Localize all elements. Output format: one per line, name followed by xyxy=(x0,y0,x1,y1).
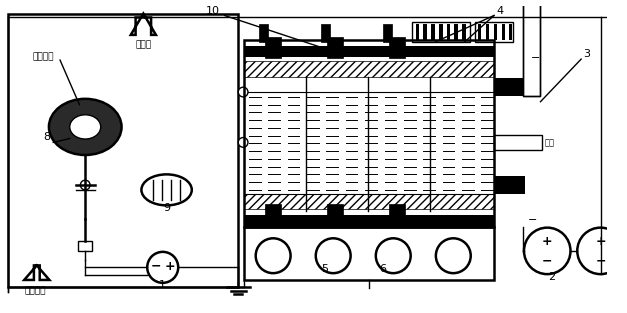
Circle shape xyxy=(80,180,90,190)
Text: +: + xyxy=(340,220,349,229)
Polygon shape xyxy=(24,265,50,280)
Bar xyxy=(265,37,281,58)
Bar xyxy=(478,24,482,40)
Bar xyxy=(494,24,497,40)
Circle shape xyxy=(256,238,290,273)
Polygon shape xyxy=(131,13,156,35)
Circle shape xyxy=(238,138,248,147)
Text: −: − xyxy=(150,260,161,273)
Polygon shape xyxy=(76,118,94,136)
Text: 基体工件: 基体工件 xyxy=(33,52,55,61)
Text: +: + xyxy=(542,235,552,248)
Text: 7: 7 xyxy=(626,243,627,253)
Bar xyxy=(416,24,419,40)
Bar xyxy=(244,46,494,57)
Text: +: + xyxy=(403,220,411,229)
Bar xyxy=(382,24,393,42)
Bar xyxy=(486,24,489,40)
Bar xyxy=(412,22,470,42)
Bar xyxy=(244,61,494,77)
Bar xyxy=(475,22,514,42)
Text: 6: 6 xyxy=(380,264,387,274)
Text: −: − xyxy=(542,254,552,267)
Bar xyxy=(327,37,343,58)
Bar xyxy=(446,24,450,40)
Text: 10: 10 xyxy=(206,6,220,16)
Ellipse shape xyxy=(70,115,101,139)
Circle shape xyxy=(436,238,471,273)
Text: 5: 5 xyxy=(322,264,329,274)
Bar xyxy=(265,204,281,226)
Text: −: − xyxy=(372,220,380,229)
Text: −: − xyxy=(595,254,606,267)
Bar xyxy=(431,24,435,40)
Bar xyxy=(244,194,494,209)
Bar xyxy=(523,0,540,96)
Text: 8: 8 xyxy=(43,131,50,141)
Bar xyxy=(258,24,268,42)
Text: −: − xyxy=(310,220,318,229)
Text: +: + xyxy=(279,220,287,229)
Bar xyxy=(494,79,525,96)
Circle shape xyxy=(577,228,624,274)
Circle shape xyxy=(147,252,178,283)
Text: 9: 9 xyxy=(163,203,170,213)
Text: −: − xyxy=(531,53,540,63)
Circle shape xyxy=(376,238,411,273)
Bar xyxy=(244,227,494,280)
Bar xyxy=(244,40,494,227)
Bar xyxy=(8,13,238,287)
Bar xyxy=(320,24,330,42)
Text: 水冷: 水冷 xyxy=(544,138,554,147)
Text: 抽真空: 抽真空 xyxy=(135,41,151,50)
Circle shape xyxy=(238,87,248,97)
Text: −: − xyxy=(248,220,256,229)
Circle shape xyxy=(524,228,571,274)
Bar xyxy=(389,204,405,226)
Bar xyxy=(423,24,427,40)
Bar xyxy=(523,0,540,96)
Text: 1: 1 xyxy=(159,280,166,290)
Text: −: − xyxy=(528,215,537,225)
Ellipse shape xyxy=(142,174,192,205)
Bar xyxy=(494,135,542,150)
Bar xyxy=(462,24,466,40)
Bar xyxy=(510,24,512,40)
Bar xyxy=(327,204,343,226)
Bar xyxy=(502,24,505,40)
Text: +: + xyxy=(164,260,175,273)
Bar xyxy=(78,241,92,251)
Bar xyxy=(494,176,525,194)
Text: +: + xyxy=(595,235,606,248)
Text: 4: 4 xyxy=(497,6,504,16)
Text: −: − xyxy=(434,220,442,229)
Circle shape xyxy=(316,238,350,273)
Text: 3: 3 xyxy=(583,49,590,59)
Ellipse shape xyxy=(49,99,122,155)
Bar xyxy=(439,24,443,40)
Bar xyxy=(389,37,405,58)
Bar xyxy=(244,215,494,227)
Text: 2: 2 xyxy=(549,272,556,282)
Bar xyxy=(454,24,458,40)
Bar xyxy=(244,92,494,194)
Text: 反应气体: 反应气体 xyxy=(24,287,46,296)
